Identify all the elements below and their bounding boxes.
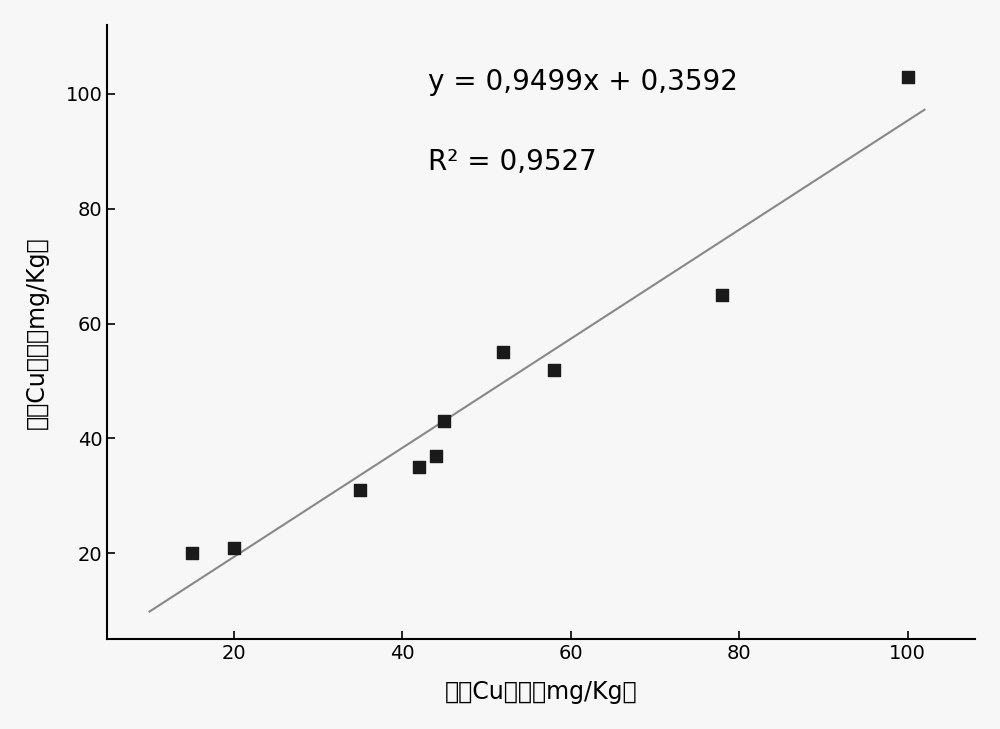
Point [411,461,427,473]
Point [546,364,562,375]
Point [714,289,730,301]
Point [184,547,200,559]
Text: y = 0,9499x + 0,3592: y = 0,9499x + 0,3592 [428,68,738,96]
Point [352,484,368,496]
Point [900,71,916,82]
Point [226,542,242,553]
Text: R² = 0,9527: R² = 0,9527 [428,148,597,176]
Y-axis label: 预测Cu含量（mg/Kg）: 预测Cu含量（mg/Kg） [25,236,49,429]
Point [428,450,444,461]
X-axis label: 真实Cu含量（mg/Kg）: 真实Cu含量（mg/Kg） [445,680,638,704]
Point [495,346,511,358]
Point [436,416,452,427]
